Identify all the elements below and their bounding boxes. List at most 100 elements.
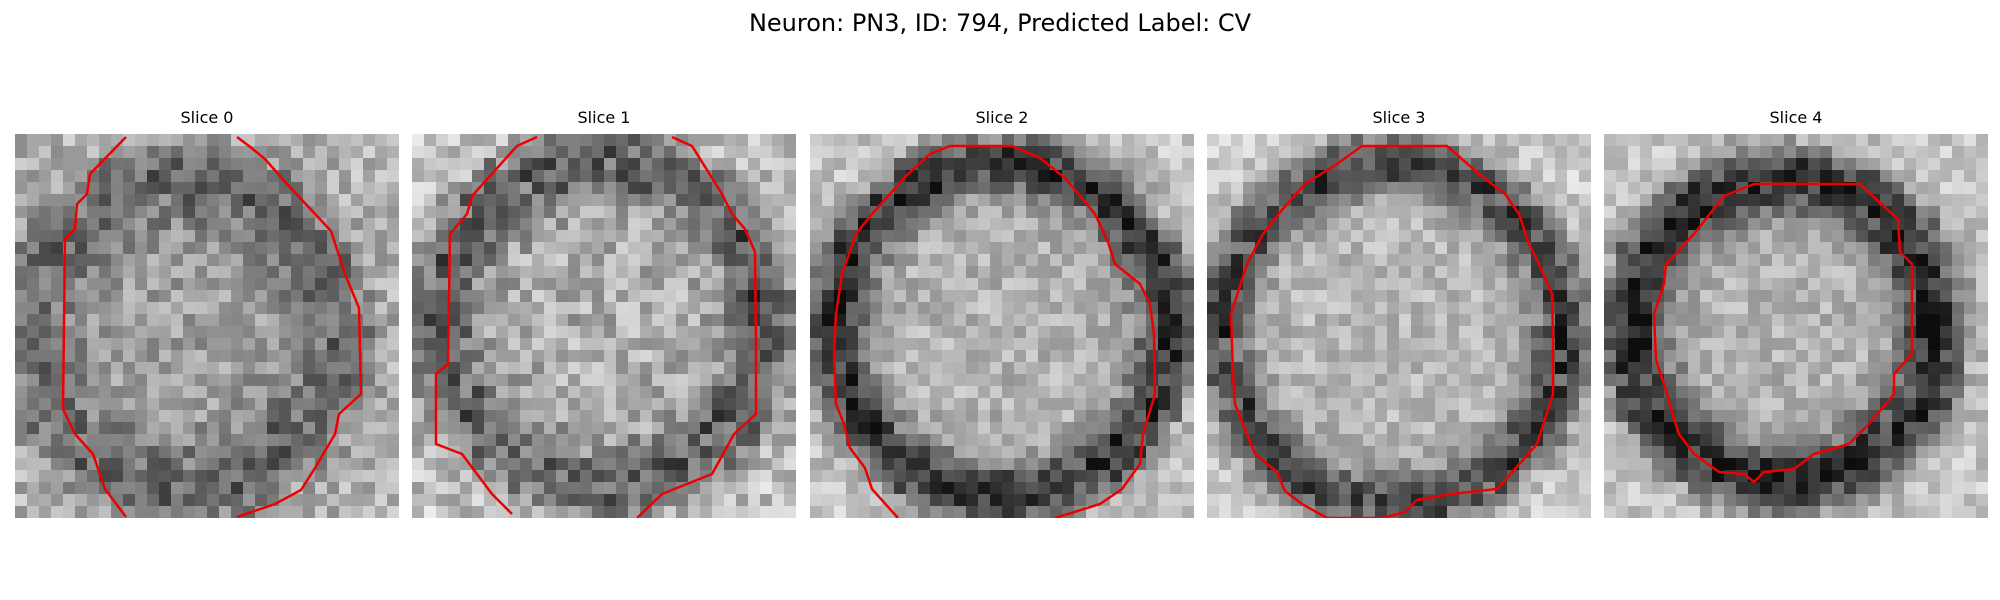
image-pixel (604, 494, 617, 507)
image-pixel (1351, 254, 1364, 267)
image-pixel (1026, 458, 1039, 471)
image-pixel (436, 458, 449, 471)
image-pixel (1952, 158, 1965, 171)
image-pixel (568, 278, 581, 291)
image-pixel (147, 470, 160, 483)
image-pixel (628, 314, 641, 327)
image-pixel (688, 170, 701, 183)
image-pixel (1291, 386, 1304, 399)
image-pixel (604, 314, 617, 327)
image-pixel (1182, 146, 1194, 159)
image-pixel (1868, 338, 1881, 351)
image-pixel (375, 278, 388, 291)
image-pixel (1207, 470, 1220, 483)
image-pixel (219, 446, 232, 459)
image-pixel (63, 338, 76, 351)
image-pixel (748, 326, 761, 339)
image-pixel (75, 182, 88, 195)
image-pixel (183, 266, 196, 279)
image-pixel (484, 314, 497, 327)
image-pixel (51, 350, 64, 363)
image-pixel (712, 374, 725, 387)
image-pixel (810, 314, 823, 327)
image-pixel (1796, 158, 1809, 171)
image-pixel (159, 242, 172, 255)
image-pixel (424, 338, 437, 351)
image-pixel (363, 290, 376, 303)
image-pixel (1940, 242, 1953, 255)
image-pixel (183, 194, 196, 207)
image-pixel (978, 170, 991, 183)
image-pixel (1928, 254, 1941, 267)
image-pixel (1267, 350, 1280, 363)
image-pixel (990, 194, 1003, 207)
image-pixel (784, 206, 796, 219)
image-pixel (942, 326, 955, 339)
image-pixel (387, 434, 399, 447)
image-pixel (748, 350, 761, 363)
image-pixel (1976, 386, 1988, 399)
image-pixel (1014, 494, 1027, 507)
image-pixel (822, 182, 835, 195)
image-pixel (1002, 482, 1015, 495)
image-pixel (1495, 350, 1508, 363)
image-pixel (1700, 422, 1713, 435)
image-pixel (1014, 134, 1027, 147)
image-pixel (1868, 374, 1881, 387)
image-pixel (1784, 434, 1797, 447)
image-pixel (1327, 494, 1340, 507)
image-pixel (942, 182, 955, 195)
image-pixel (1820, 302, 1833, 315)
image-pixel (616, 146, 629, 159)
image-pixel (1303, 266, 1316, 279)
image-pixel (15, 350, 28, 363)
image-pixel (508, 278, 521, 291)
image-pixel (1567, 134, 1580, 147)
image-pixel (772, 338, 785, 351)
image-pixel (448, 326, 461, 339)
image-pixel (231, 362, 244, 375)
image-pixel (858, 194, 871, 207)
image-pixel (628, 302, 641, 315)
image-pixel (1760, 146, 1773, 159)
image-pixel (39, 290, 52, 303)
image-pixel (63, 290, 76, 303)
image-pixel (1808, 410, 1821, 423)
image-pixel (1002, 218, 1015, 231)
image-pixel (870, 470, 883, 483)
image-pixel (1062, 422, 1075, 435)
image-pixel (1748, 170, 1761, 183)
image-pixel (375, 266, 388, 279)
image-pixel (858, 302, 871, 315)
image-pixel (1892, 278, 1905, 291)
image-pixel (520, 218, 533, 231)
image-pixel (1014, 314, 1027, 327)
image-pixel (822, 146, 835, 159)
image-pixel (195, 206, 208, 219)
image-pixel (652, 326, 665, 339)
image-pixel (1772, 290, 1785, 303)
image-pixel (954, 158, 967, 171)
image-pixel (436, 494, 449, 507)
image-pixel (1808, 206, 1821, 219)
image-pixel (772, 254, 785, 267)
image-pixel (664, 302, 677, 315)
image-pixel (894, 290, 907, 303)
image-pixel (616, 254, 629, 267)
image-pixel (978, 398, 991, 411)
image-pixel (1772, 458, 1785, 471)
image-pixel (1916, 170, 1929, 183)
image-pixel (1146, 242, 1159, 255)
image-pixel (351, 410, 364, 423)
image-pixel (363, 458, 376, 471)
image-pixel (472, 194, 485, 207)
image-pixel (1664, 218, 1677, 231)
image-pixel (628, 158, 641, 171)
image-pixel (171, 206, 184, 219)
image-pixel (1050, 194, 1063, 207)
image-pixel (978, 458, 991, 471)
image-pixel (990, 158, 1003, 171)
image-pixel (291, 326, 304, 339)
image-pixel (279, 254, 292, 267)
image-pixel (1700, 254, 1713, 267)
